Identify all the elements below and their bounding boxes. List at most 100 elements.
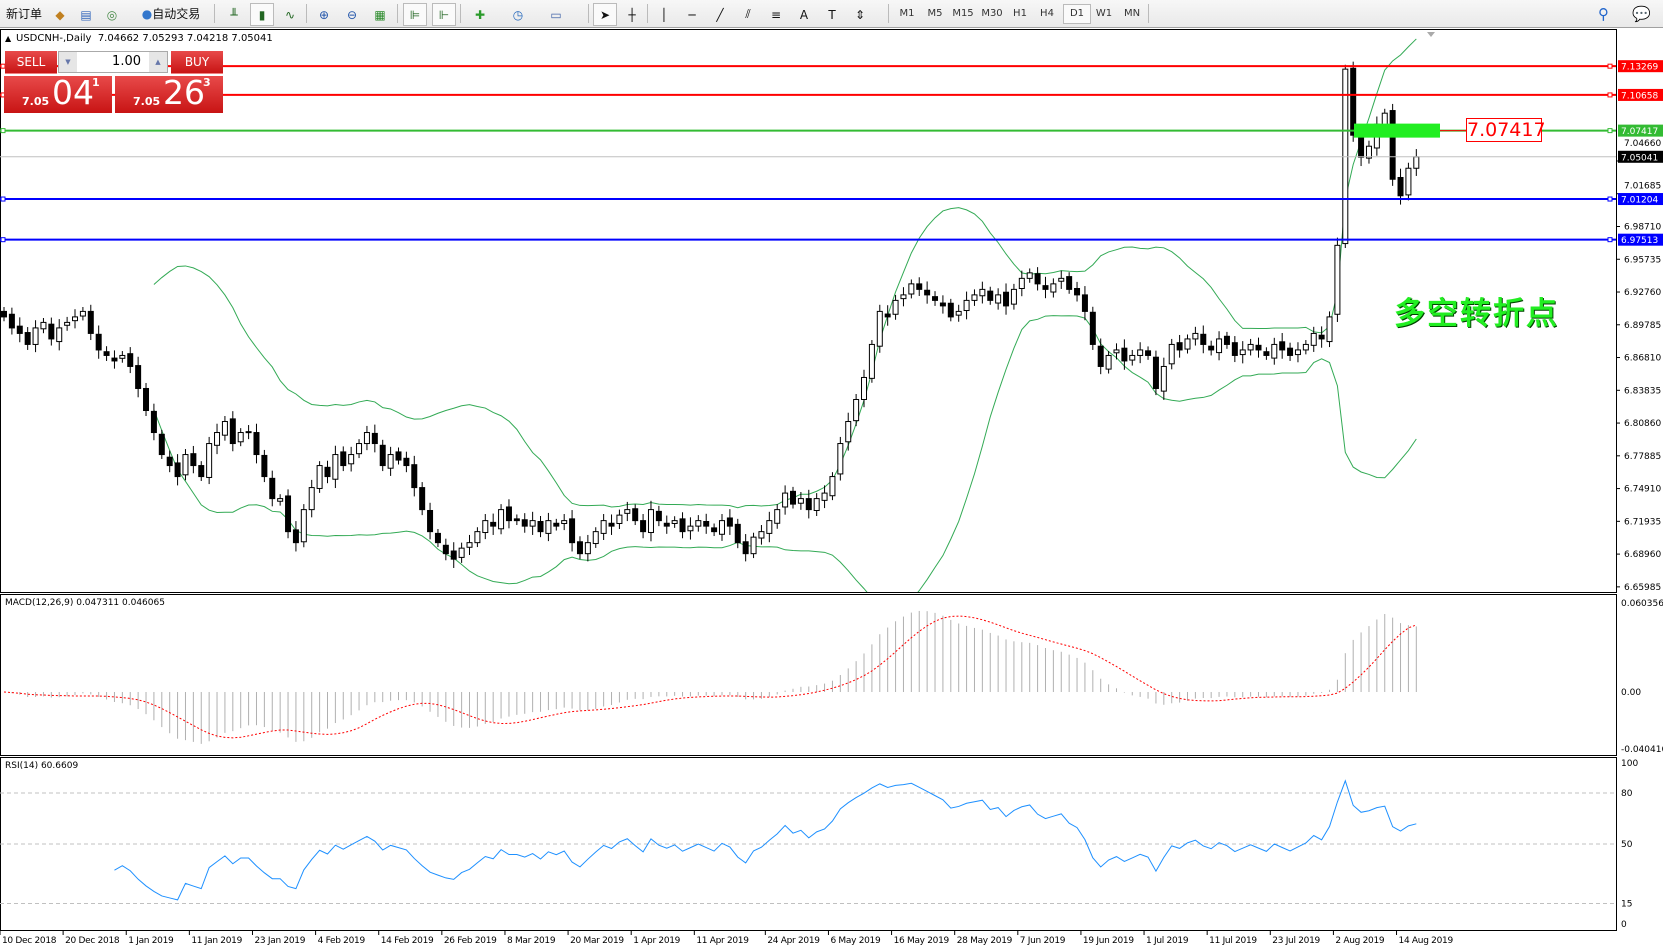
lot-size-input[interactable]: ▼ 1.00 ▲: [58, 51, 168, 73]
candle: [892, 294, 899, 320]
timeframe-h1[interactable]: H1: [1013, 8, 1027, 19]
candle: [1050, 278, 1057, 298]
candle: [174, 454, 181, 486]
turning-point-annotation[interactable]: 多空转折点: [1394, 296, 1559, 332]
candle-body: [434, 532, 441, 544]
buy-price[interactable]: 7.05 26 3: [115, 73, 223, 113]
price-annotation-label[interactable]: 7.07417: [1466, 118, 1546, 142]
timeframe-d1[interactable]: D1: [1063, 4, 1091, 24]
rsi-tick-label: 80: [1621, 789, 1633, 799]
auto-trading-button[interactable]: ● 自动交易: [132, 3, 210, 24]
trendline-icon[interactable]: ╱: [716, 7, 724, 22]
date-tick-label: 16 May 2019: [894, 936, 950, 946]
candle-body: [1271, 343, 1278, 359]
candle: [561, 514, 568, 531]
horizontal-line-icon[interactable]: ─: [688, 7, 696, 22]
lot-decrease-icon[interactable]: ▼: [59, 52, 77, 72]
candle: [774, 504, 781, 529]
candle-body: [624, 509, 631, 514]
candle: [1216, 331, 1223, 361]
signal-icon[interactable]: ◎: [106, 7, 118, 22]
bar-chart-icon[interactable]: ╨: [230, 7, 238, 22]
sell-price[interactable]: 7.05 04 1: [4, 73, 112, 113]
candle-body: [8, 313, 15, 329]
buy-button[interactable]: BUY: [171, 51, 223, 74]
lot-increase-icon[interactable]: ▲: [149, 52, 167, 72]
candle: [1263, 347, 1270, 360]
rsi-tick-label: 15: [1621, 900, 1632, 910]
zoom-in-icon[interactable]: ⊕: [318, 7, 330, 22]
chat-icon[interactable]: 💬: [1632, 4, 1651, 23]
candle-body: [505, 506, 512, 522]
text-icon[interactable]: A: [799, 7, 809, 22]
candle: [1003, 283, 1010, 315]
candle-body: [655, 510, 662, 522]
candle-body: [1350, 67, 1357, 136]
candle-body: [411, 464, 418, 489]
candle-body: [1003, 291, 1010, 307]
templates-icon[interactable]: ▭: [550, 7, 562, 22]
candle-body: [892, 299, 899, 315]
candle: [490, 513, 497, 535]
cursor-icon[interactable]: ➤: [593, 3, 617, 26]
text-label-icon[interactable]: T: [828, 7, 836, 22]
candle: [616, 509, 623, 529]
candle: [718, 514, 725, 541]
candle: [419, 482, 426, 516]
indicators-icon[interactable]: ✚: [474, 7, 486, 22]
crosshair-icon[interactable]: ┼: [628, 7, 636, 22]
date-tick-label: 8 Mar 2019: [507, 936, 556, 946]
new-order-label: 新订单: [5, 7, 42, 21]
server-icon[interactable]: ▤: [80, 7, 92, 22]
candle: [1089, 306, 1096, 350]
vertical-line-icon[interactable]: │: [660, 7, 668, 22]
arrows-icon[interactable]: ⇕: [854, 7, 866, 22]
candle: [679, 512, 686, 539]
candle-body: [64, 321, 71, 326]
candle: [16, 317, 23, 343]
candle-body: [829, 476, 836, 497]
candle-body: [1, 310, 7, 318]
history-icon[interactable]: ◆: [55, 7, 65, 22]
candle: [198, 461, 205, 481]
periods-icon[interactable]: ◷: [512, 7, 524, 22]
timeframe-m5[interactable]: M5: [927, 8, 943, 19]
line-chart-icon[interactable]: ∿: [284, 7, 296, 22]
candle-body: [758, 531, 765, 539]
candle-body: [868, 343, 875, 379]
candle: [726, 509, 733, 535]
candle: [277, 494, 284, 506]
tile-windows-icon[interactable]: ▦: [374, 7, 386, 22]
rsi-tick-label: 100: [1621, 759, 1638, 769]
candle: [1026, 268, 1033, 283]
sell-button[interactable]: SELL: [5, 51, 57, 74]
bollinger-upper-band: [153, 38, 1417, 509]
timeframe-h4[interactable]: H4: [1040, 8, 1054, 19]
current-price-label-bg: [1618, 150, 1663, 163]
candle-body: [182, 454, 189, 476]
candle: [695, 515, 702, 532]
chart-shift-icon[interactable]: ⊫: [403, 3, 427, 26]
equidistant-channel-icon[interactable]: ⫽: [745, 7, 751, 21]
zoom-out-icon[interactable]: ⊖: [346, 7, 358, 22]
bollinger-lower-band: [153, 315, 1417, 592]
chart-canvas[interactable]: 6.65985 6.68960 6.71935 6.74910 6.77885 6.808…: [0, 28, 1663, 951]
candle: [48, 317, 55, 346]
timeframe-m1[interactable]: M1: [899, 8, 915, 19]
search-icon[interactable]: ⚲: [1598, 4, 1609, 23]
timeframe-m30[interactable]: M30: [981, 8, 1003, 19]
date-tick-label: 20 Mar 2019: [570, 936, 624, 946]
timeframe-w1[interactable]: W1: [1095, 8, 1113, 19]
timeframe-m15[interactable]: M15: [952, 8, 974, 19]
candle: [269, 470, 276, 507]
candle-body: [1042, 285, 1049, 290]
candle: [1326, 311, 1333, 348]
candlestick-icon[interactable]: ▮: [250, 3, 274, 26]
price-tick-label: 6.86810: [1624, 354, 1661, 364]
fibonacci-icon[interactable]: ≡: [770, 7, 782, 22]
new-order-button[interactable]: 新订单: [2, 3, 46, 24]
autoscroll-icon[interactable]: ⊩: [432, 3, 456, 26]
candle-body: [640, 520, 647, 533]
sell-price-pips: 04: [52, 73, 94, 112]
timeframe-mn[interactable]: MN: [1123, 8, 1141, 19]
